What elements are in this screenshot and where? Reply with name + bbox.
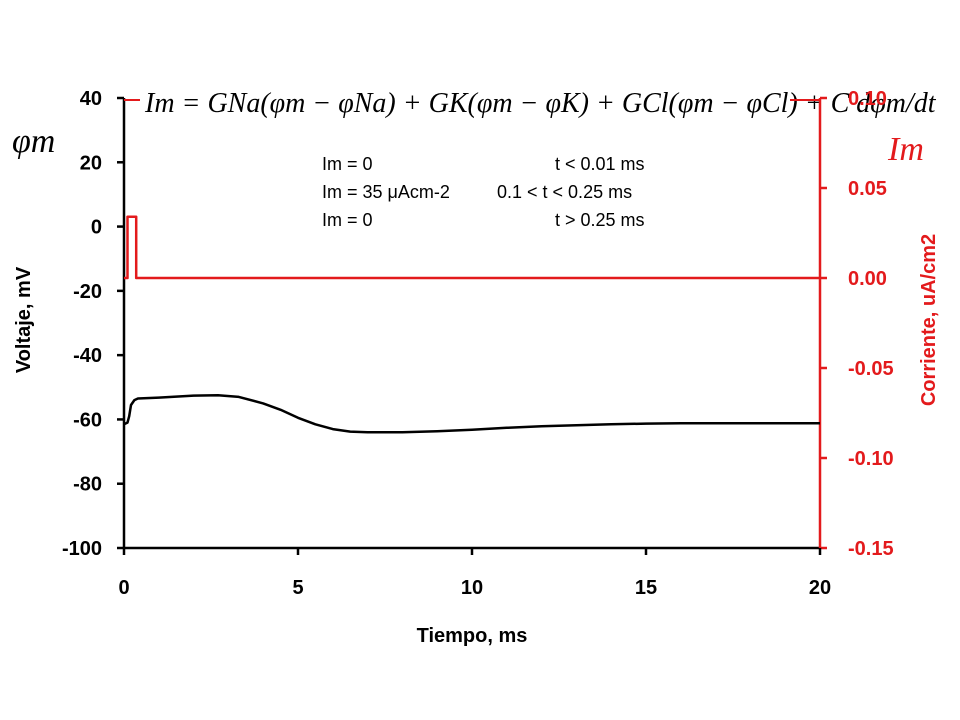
x-tick-label: 5 — [292, 577, 303, 599]
y-right-tick-label: -0.15 — [848, 538, 894, 560]
y-left-tick-label: 40 — [80, 88, 102, 110]
y-axis-right-ticks: 0.10 0.05 0.00 -0.05 -0.10 -0.15 — [820, 88, 894, 560]
y-axis-right-title: Corriente, uA/cm2 — [918, 234, 940, 406]
y-right-tick-label: 0.10 — [848, 88, 887, 110]
y-left-tick-label: -20 — [73, 281, 102, 303]
x-axis-ticks: 0 5 10 15 20 — [118, 548, 831, 599]
x-axis-title: Tiempo, ms — [417, 625, 528, 647]
y-axis-left-ticks: 40 20 0 -20 -40 -60 -80 -100 — [62, 88, 124, 560]
y-left-tick-label: -100 — [62, 538, 102, 560]
annotation-block: Im = 0 t < 0.01 ms Im = 35 μAcm-2 0.1 < … — [322, 154, 645, 230]
y-right-tick-label: -0.10 — [848, 448, 894, 470]
annotation-rhs-1: t < 0.01 ms — [555, 154, 645, 174]
y-axis-left-title: Voltaje, mV — [13, 266, 35, 373]
x-tick-label: 10 — [461, 577, 483, 599]
y-right-tick-label: 0.05 — [848, 178, 887, 200]
annotation-lhs-3: Im = 0 — [322, 210, 373, 230]
annotation-lhs-1: Im = 0 — [322, 154, 373, 174]
x-tick-label: 0 — [118, 577, 129, 599]
equation: Im = GNa(φm − φNa) + GK(φm − φK) + GCl(φ… — [144, 88, 937, 119]
series-layer — [123, 99, 820, 434]
voltage-series-line — [123, 394, 820, 434]
right-axis-symbol: Im — [887, 131, 924, 168]
x-tick-label: 15 — [635, 577, 657, 599]
y-left-tick-label: -80 — [73, 474, 102, 496]
y-left-tick-label: 20 — [80, 152, 102, 174]
x-tick-label: 20 — [809, 577, 831, 599]
y-left-tick-label: -40 — [73, 345, 102, 367]
current-series-line — [124, 215, 820, 280]
y-left-tick-label: 0 — [91, 217, 102, 239]
y-right-tick-label: -0.05 — [848, 358, 894, 380]
annotation-rhs-2: 0.1 < t < 0.25 ms — [497, 182, 632, 202]
annotation-rhs-3: t > 0.25 ms — [555, 210, 645, 230]
y-right-tick-label: 0.00 — [848, 268, 887, 290]
left-axis-symbol: φm — [12, 123, 55, 160]
annotation-lhs-2: Im = 35 μAcm-2 — [322, 182, 450, 202]
y-left-tick-label: -60 — [73, 409, 102, 431]
